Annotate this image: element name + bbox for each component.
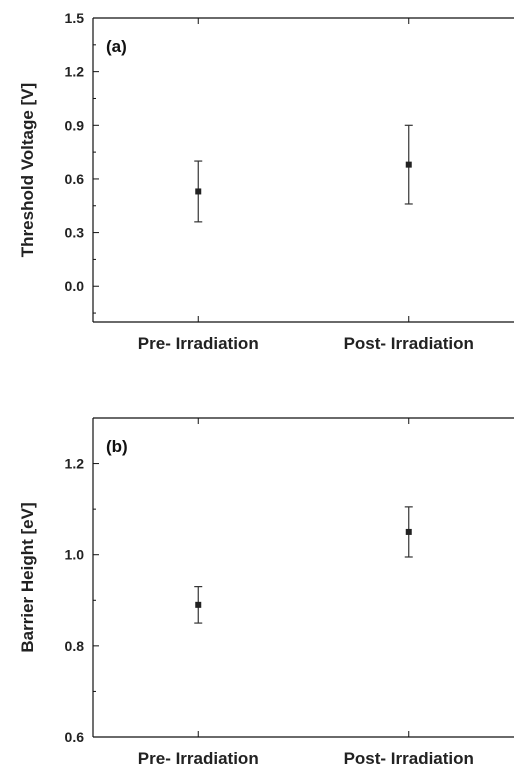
y-tick-label: 0.3 [65,225,85,241]
data-point [195,601,202,608]
y-axis-title: Barrier Height [eV] [18,502,37,652]
y-axis-title: Threshold Voltage [V] [18,83,37,257]
x-category-label: Pre- Irradiation [138,334,259,353]
y-tick-label: 1.0 [65,547,85,563]
y-tick-label: 0.8 [65,638,85,654]
panel-label: (a) [106,37,127,56]
data-point [195,188,202,195]
y-tick-label: 1.2 [65,456,85,472]
y-tick-label: 0.9 [65,117,85,133]
y-tick-label: 0.6 [65,729,85,745]
y-tick-label: 1.5 [65,10,85,26]
x-category-label: Post- Irradiation [344,749,474,768]
chart-panel-b: 0.6 0.8 1.0 1.2 Pre- Irradiation Post- Irradi… [18,417,514,768]
y-tick-label: 1.2 [65,64,85,80]
data-point [405,161,412,168]
chart-panel-a: 0.0 0.3 0.6 0.9 1.2 1.5 Pre- Irradiation Post- … [18,10,514,353]
panel-label: (b) [106,437,128,456]
x-category-label: Pre- Irradiation [138,749,259,768]
x-category-label: Post- Irradiation [344,334,474,353]
y-tick-label: 0.0 [65,278,85,294]
y-tick-label: 0.6 [65,171,85,187]
data-point [405,528,412,535]
